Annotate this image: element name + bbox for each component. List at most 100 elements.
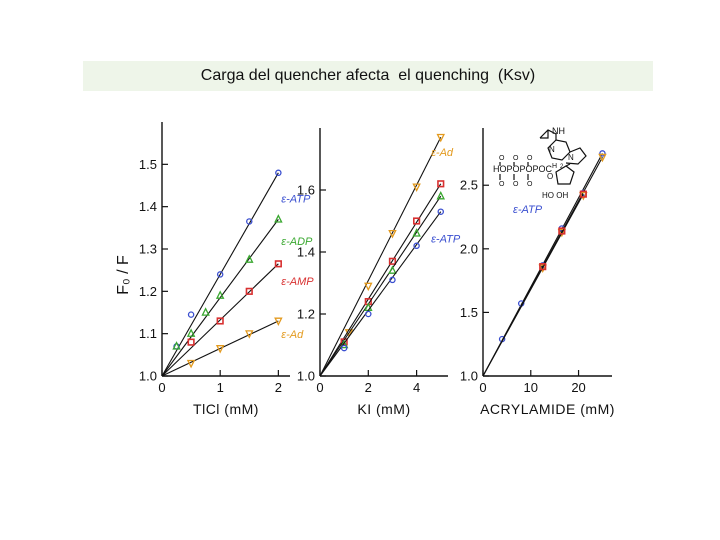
y-tick-label: 1.4 <box>297 245 315 260</box>
series-line <box>482 193 584 377</box>
series-label: ε-Ad <box>281 329 304 341</box>
data-point <box>245 254 254 263</box>
structure-text: O <box>547 172 553 181</box>
data-point <box>412 183 421 192</box>
structure-text: O <box>527 181 533 188</box>
etheno-bond <box>540 130 549 139</box>
x-tick-label: 1 <box>217 380 224 395</box>
data-point <box>412 228 421 237</box>
series-label: ε-AMP <box>281 276 314 288</box>
data-point <box>215 290 225 299</box>
y-tick-label: 1.2 <box>297 307 315 322</box>
data-point <box>216 317 224 325</box>
y-axis-label: F₀ / F <box>115 255 132 295</box>
data-point <box>388 265 397 274</box>
data-point <box>599 150 606 157</box>
ribose-ring <box>555 165 575 185</box>
data-point <box>557 228 567 238</box>
data-point <box>558 227 566 235</box>
structure-text: O <box>513 181 519 188</box>
x-axis-label: KI (mM) <box>357 401 410 417</box>
panel-acrylamide: 1.0 1.5 2.0 2.5 0 10 20 ACRYLAMIDE (mM) ε-ATP <box>460 128 615 417</box>
series-line <box>161 263 279 377</box>
series-line <box>161 172 279 377</box>
structure-text: NH <box>552 126 565 136</box>
data-point <box>186 328 196 337</box>
data-point <box>274 214 283 223</box>
data-point <box>216 271 224 278</box>
data-point <box>187 311 195 318</box>
series-line <box>161 320 279 377</box>
data-point <box>388 229 397 239</box>
data-point <box>215 345 225 354</box>
x-tick-label: 2 <box>275 380 282 395</box>
data-point <box>340 344 348 352</box>
data-point <box>388 257 397 265</box>
panel-tlcl: 1.0 1.1 1.2 1.3 1.4 1.5 0 1 2 TlCl (mM) ε-ATP ε-ADP… <box>139 122 314 417</box>
phosphate-bond <box>499 174 529 180</box>
data-point <box>246 218 253 225</box>
y-tick-label: 1.3 <box>139 242 157 257</box>
series-label: ε-ADP <box>281 236 313 248</box>
imidazole-ring <box>565 147 587 165</box>
data-point <box>539 263 547 271</box>
structure-text: O <box>513 155 519 162</box>
structure-text: O <box>499 155 505 162</box>
x-tick-label: 0 <box>158 380 165 395</box>
x-tick-label: 4 <box>413 380 420 395</box>
structure-text: N <box>568 153 574 162</box>
x-tick-label: 20 <box>571 380 585 395</box>
x-tick-label: 0 <box>479 380 486 395</box>
series-line <box>319 137 442 377</box>
data-point <box>245 287 253 295</box>
series-label: ε-ATP <box>281 193 311 205</box>
x-axis-label: ACRYLAMIDE (mM) <box>480 401 615 417</box>
y-tick-label: 1.0 <box>460 369 478 384</box>
etheno-ring <box>539 129 557 140</box>
y-tick-label: 1.5 <box>460 305 478 320</box>
data-point <box>186 359 196 369</box>
y-tick-label: 1.0 <box>139 369 157 384</box>
data-point <box>579 191 588 201</box>
y-tick-label: 1.5 <box>139 157 157 172</box>
x-tick-label: 10 <box>524 380 538 395</box>
x-tick-label: 2 <box>365 380 372 395</box>
y-tick-label: 2.5 <box>460 178 478 193</box>
structure-text: O <box>527 155 533 162</box>
legend-label: ε-ATP <box>513 204 543 216</box>
phosphate-chain-text: HOPOPOPOC <box>493 164 553 174</box>
x-tick-label: 0 <box>316 380 323 395</box>
structure-text: 2 <box>560 164 564 170</box>
data-point <box>187 338 195 346</box>
y-tick-label: 1.2 <box>139 284 157 299</box>
data-point <box>538 264 547 273</box>
data-point <box>201 307 210 316</box>
series-label: ε-Ad <box>431 147 454 159</box>
series-line <box>319 195 442 377</box>
structure-text: HO OH <box>542 191 568 200</box>
data-point <box>437 208 445 215</box>
y-tick-label: 1.6 <box>297 183 315 198</box>
panel-ki: 1.0 1.2 1.4 1.6 0 2 4KI (mM) ε-Ad ε-ATP <box>297 128 461 417</box>
structure-text: O <box>499 181 505 188</box>
data-point <box>172 341 181 350</box>
data-point <box>274 317 283 327</box>
data-point <box>245 330 254 339</box>
phosphate-bond <box>499 162 529 166</box>
data-point <box>275 169 282 177</box>
data-point <box>579 190 587 198</box>
slide-title-bar: Carga del quencher afecta el quenching (… <box>83 61 653 91</box>
data-point <box>437 180 445 188</box>
series-line <box>319 183 442 377</box>
data-point <box>274 260 282 268</box>
series-line <box>319 211 442 377</box>
structure-text: N <box>549 145 555 154</box>
glycosidic-bond <box>565 163 571 167</box>
data-point <box>598 153 607 163</box>
data-point <box>365 310 372 318</box>
data-point <box>436 133 446 143</box>
y-tick-label: 1.4 <box>139 199 157 214</box>
data-point <box>389 276 396 284</box>
slide-title: Carga del quencher afecta el quenching (… <box>200 67 536 84</box>
